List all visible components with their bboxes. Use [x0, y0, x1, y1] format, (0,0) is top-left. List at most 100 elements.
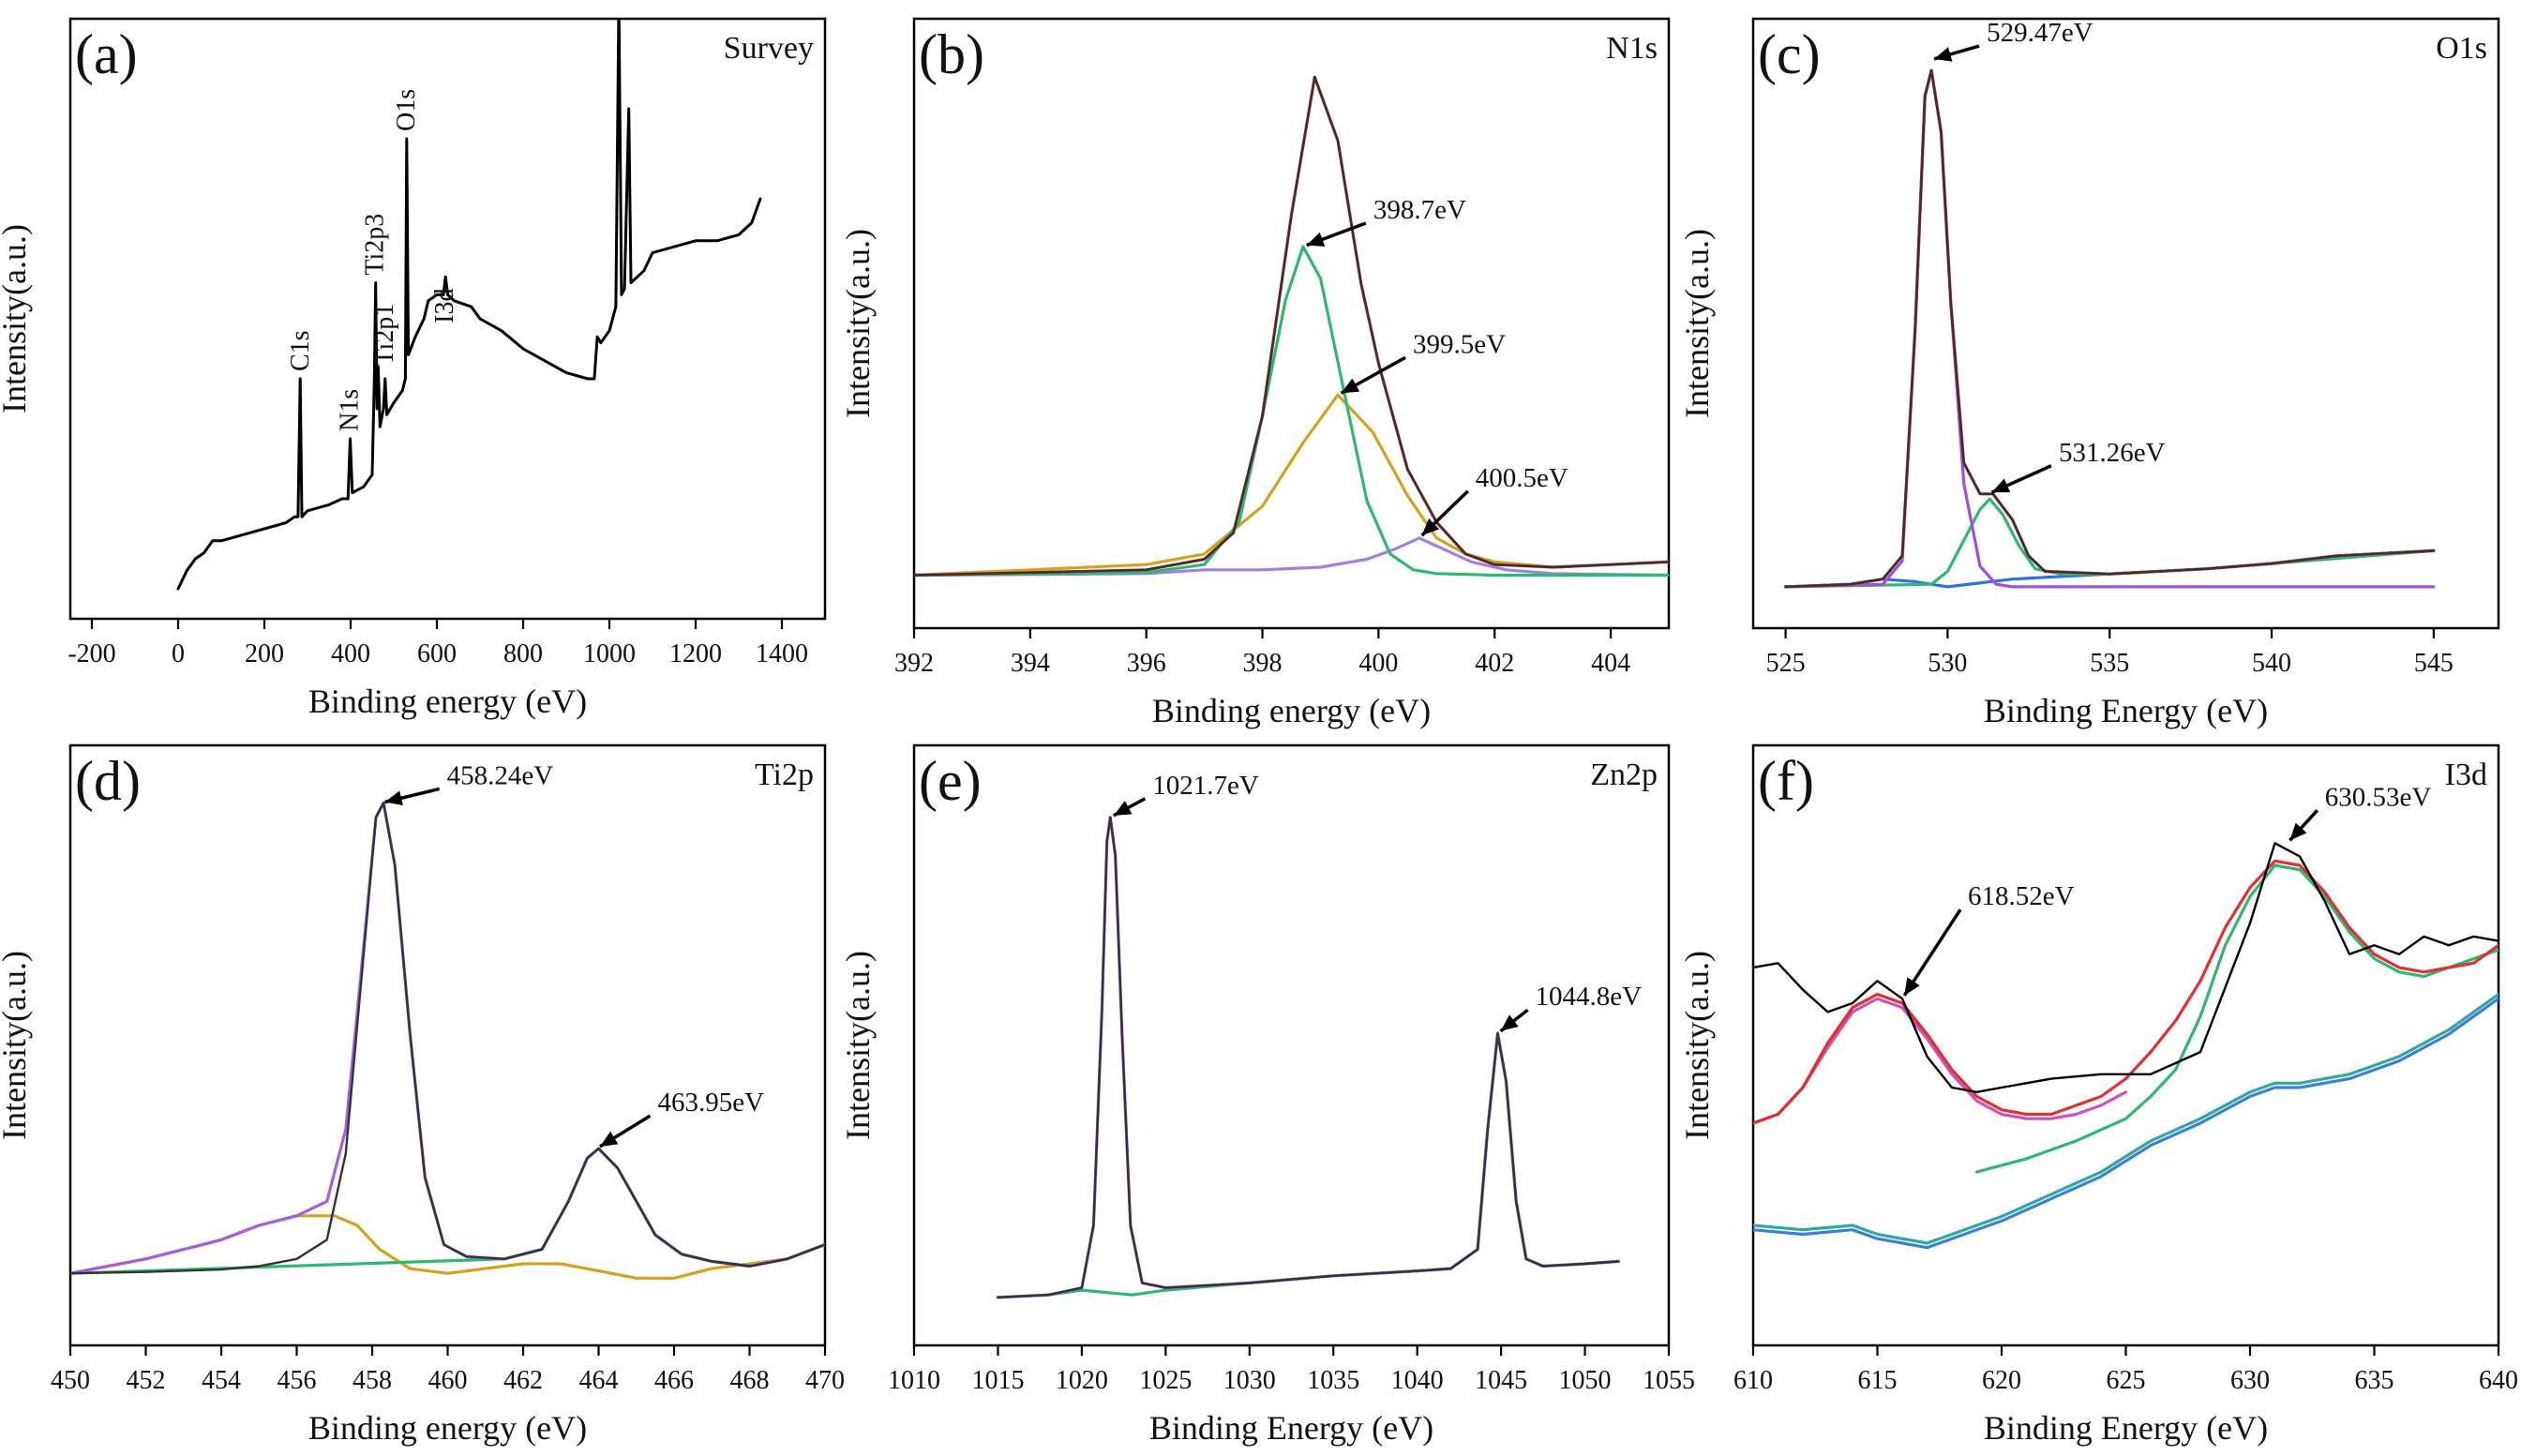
y-axis-title: Intensity(a.u.) [0, 951, 33, 1140]
x-tick-label: 525 [1766, 649, 1806, 678]
series-group [70, 801, 825, 1280]
series-group [996, 816, 1620, 1299]
x-axis-title: Binding Energy (eV) [1149, 1409, 1433, 1447]
peak-label: 1044.8eV [1536, 982, 1643, 1012]
y-axis-title: Intensity(a.u.) [0, 224, 33, 413]
x-tick-label: 800 [503, 639, 543, 668]
x-tick-label: 1015 [971, 1366, 1024, 1395]
peak-label: 463.95eV [657, 1088, 764, 1118]
series-group [1753, 842, 2498, 1250]
peak-label: 398.7eV [1373, 195, 1466, 225]
x-tick-label: 470 [805, 1366, 845, 1395]
panel-letter: (c) [1758, 23, 1821, 85]
x-axis-title: Binding energy (eV) [308, 683, 587, 720]
x-axis-title: Binding energy (eV) [308, 1409, 587, 1447]
x-tick-label: 452 [127, 1366, 166, 1395]
x-tick-label: 625 [2107, 1366, 2146, 1395]
plot-frame [912, 17, 1671, 630]
x-tick-label: 620 [1982, 1366, 2021, 1395]
x-tick-label: 402 [1475, 649, 1514, 678]
series-raw-data [1753, 842, 2498, 1093]
peak-arrow-head [1421, 518, 1440, 536]
x-tick-label: 640 [2479, 1366, 2518, 1395]
peak-label: 630.53eV [2325, 782, 2432, 812]
series-envelope-fit [70, 801, 825, 1275]
peak-label: 618.52eV [1968, 881, 2075, 911]
plot-frame [912, 743, 1671, 1347]
peak-label: N1s [336, 389, 365, 431]
series-group [914, 75, 1669, 578]
peak-label: 399.5eV [1413, 329, 1506, 359]
x-tick-label: 1055 [1643, 1366, 1695, 1395]
peak-label: Ti2p1 [370, 304, 399, 366]
panel-letter: (a) [75, 23, 138, 85]
x-tick-label: 1010 [888, 1366, 940, 1395]
x-tick-label: 398 [1243, 649, 1283, 678]
x-tick-label: 0 [172, 639, 185, 668]
y-axis-title: Intensity(a.u.) [1678, 951, 1716, 1140]
x-axis-title: Binding energy (eV) [1152, 692, 1431, 729]
x-tick-label: 1000 [583, 639, 636, 668]
series-529-47-ev-component [1784, 68, 2436, 589]
x-tick-label: 404 [1591, 649, 1630, 678]
x-tick-label: 466 [654, 1366, 694, 1395]
x-tick-label: 1400 [756, 639, 808, 668]
panel-b: 392 394 396 398 400 402 404 Binding energy (eV)… [839, 17, 1671, 729]
peak-arrow [1902, 908, 1962, 997]
x-tick-label: 1045 [1475, 1366, 1527, 1395]
peak-arrow-head [1904, 977, 1920, 996]
panel-letter: (e) [919, 750, 982, 812]
x-axis-title: Binding Energy (eV) [1984, 692, 2268, 729]
x-tick-label: 396 [1127, 649, 1166, 678]
panel-name: O1s [2436, 31, 2487, 66]
peak-label: 529.47eV [1987, 18, 2093, 48]
panel-c: 525 530 535 540 545 Binding Energy (eV) Intens… [1678, 17, 2500, 729]
x-tick-label: 394 [1011, 649, 1050, 678]
x-tick-label: 610 [1733, 1366, 1773, 1395]
panel-name: I3d [2445, 758, 2487, 792]
x-tick-label: 400 [331, 639, 370, 668]
peak-arrow-head [599, 1131, 619, 1147]
x-axis-title: Binding Energy (eV) [1984, 1409, 2268, 1447]
series-raw-data [70, 802, 825, 1275]
panel-e: 1010 1015 1020 1025 1030 1035 1040 1045 1050 1055… [839, 743, 1695, 1447]
series-envelope-fit [1784, 68, 2436, 589]
panel-name: N1s [1606, 31, 1658, 66]
y-axis-title: Intensity(a.u.) [1678, 229, 1716, 418]
x-tick-label: 450 [51, 1366, 90, 1395]
y-axis-title: Intensity(a.u.) [839, 951, 877, 1140]
series-raw-data [914, 76, 1669, 577]
panel-name: Survey [724, 31, 814, 66]
peak-arrow-head [2289, 822, 2307, 841]
series-463-95-ev-component [70, 1147, 825, 1275]
peak-arrow-head [1933, 47, 1953, 62]
series-raw-data [997, 816, 1620, 1298]
plot-frame [1751, 17, 2500, 630]
x-tick-label: 635 [2355, 1366, 2394, 1395]
peak-label: 531.26eV [2059, 438, 2166, 468]
series-background [1753, 997, 2498, 1250]
x-tick-label: 535 [2090, 649, 2129, 678]
series-survey-spectrum [176, 19, 762, 591]
series-raw-data [1784, 68, 2436, 589]
x-tick-label: 454 [202, 1366, 241, 1395]
x-tick-label: 1020 [1056, 1366, 1108, 1395]
plot-frame [68, 743, 827, 1347]
x-tick-label: 462 [503, 1366, 543, 1395]
panel-d: 450 452 454 456 458 460 462 464 466 468 470 Binding… [0, 743, 845, 1447]
x-tick-label: 530 [1928, 649, 1967, 678]
peak-arrow-head [1991, 478, 2011, 493]
peak-arrow-head [1500, 1014, 1519, 1031]
x-tick-label: 1030 [1223, 1366, 1276, 1395]
x-tick-label: 400 [1358, 649, 1398, 678]
peak-label: 458.24eV [447, 760, 554, 790]
series-envelope-fit [996, 816, 1620, 1299]
series-400-5-ev-component [914, 536, 1669, 578]
peak-label: 1021.7eV [1152, 771, 1259, 801]
x-tick-label: 392 [894, 649, 934, 678]
peak-arrow-head [1341, 378, 1360, 394]
y-axis-title: Intensity(a.u.) [839, 229, 877, 418]
x-tick-label: 1025 [1139, 1366, 1192, 1395]
series-618-52-ev-component [1753, 997, 2128, 1125]
